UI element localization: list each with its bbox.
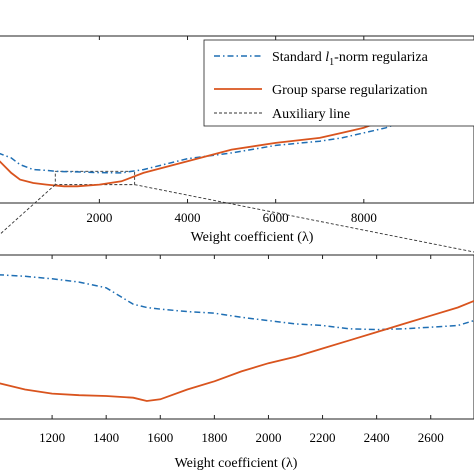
top-x-tick-label: 8000 [351,210,377,225]
legend: Standard l1-norm regulariza Group sparse… [203,39,474,127]
top-x-tick-label: 6000 [263,210,289,225]
zoom-rectangle [54,170,136,186]
bottom-x-tick-label: 1400 [93,430,119,445]
series-line-standard-l1 [0,274,474,331]
top-x-ticks: 2000 4000 6000 8000 [86,36,377,225]
top-panel: 2000 4000 6000 8000 Weight coefficient (λ) … [0,35,474,245]
bottom-x-tick-label: 2000 [255,430,281,445]
legend-box [203,39,474,127]
top-x-tick-label: 4000 [175,210,201,225]
bottom-x-tick-label: 2600 [418,430,444,445]
legend-label-group: Group sparse regularization [272,83,428,98]
top-plot-frame [0,35,474,204]
auxiliary-line-left [0,184,56,235]
top-x-tick-label: 2000 [86,210,112,225]
bottom-plot-frame [0,254,474,420]
series-line-group-sparse [0,300,474,402]
bottom-panel: 1200 1400 1600 1800 2000 2200 2400 2600 Weight … [0,254,474,471]
legend-label-auxiliary: Auxiliary line [272,107,350,122]
auxiliary-line-right [134,184,474,253]
bottom-x-tick-label: 1600 [147,430,173,445]
auxiliary-lines [0,184,474,253]
zoom-box [54,170,136,186]
bottom-x-tick-label: 1200 [39,430,65,445]
top-x-axis-label: Weight coefficient (λ) [191,230,314,245]
bottom-x-tick-label: 2400 [364,430,390,445]
bottom-series [0,274,474,402]
legend-label-standard: Standard l1-norm regulariza [272,50,429,68]
bottom-x-tick-label: 2200 [310,430,336,445]
bottom-x-ticks: 1200 1400 1600 1800 2000 2200 2400 2600 [39,255,444,445]
bottom-x-tick-label: 1800 [201,430,227,445]
bottom-x-axis-label: Weight coefficient (λ) [175,456,298,471]
